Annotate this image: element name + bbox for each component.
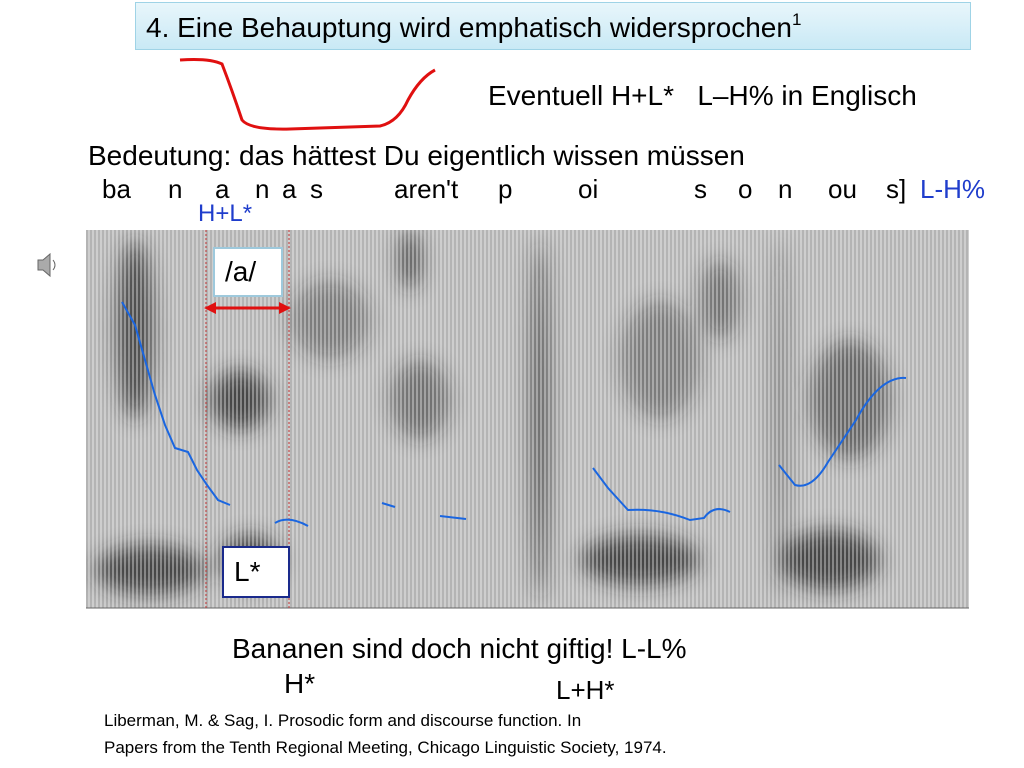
contour-sketch (179, 58, 436, 131)
sentence-accent: H* (284, 668, 316, 699)
segment: ou (828, 174, 857, 204)
segment: a (215, 174, 230, 204)
segment: n (778, 174, 793, 204)
boundary-tone: L-H% (920, 174, 986, 204)
speaker-icon (37, 252, 56, 278)
title-box (135, 2, 971, 50)
segment: ba (102, 174, 131, 204)
segment: n (255, 174, 270, 204)
footnote-mark: 1 (791, 10, 802, 29)
segment: n (168, 174, 183, 204)
low-tone-label: L* (222, 546, 290, 598)
segment: o (738, 174, 753, 204)
segment: oi (578, 174, 599, 204)
segment: p (498, 174, 513, 204)
example-sentence: Bananen sind doch nicht giftig! L-L% (232, 633, 687, 664)
segment: s (310, 174, 323, 204)
reference-line: Papers from the Tenth Regional Meeting, … (104, 738, 667, 757)
sentence-accent: L+H* (556, 675, 615, 705)
duration-arrow (204, 302, 291, 314)
reference-line: Liberman, M. & Sag, I. Prosodic form and… (104, 711, 582, 730)
meaning: Bedeutung: das hättest Du eigentlich wis… (88, 140, 745, 171)
segment: s (694, 174, 707, 204)
title: 4. Eine Behauptung wird emphatisch wider… (146, 10, 801, 44)
accent-label: H+L* (198, 200, 253, 227)
pitch-contour (121, 301, 907, 527)
segment: aren't (394, 174, 459, 204)
note: Eventuell H+L* L–H% in Englisch (488, 80, 917, 111)
vowel-label: /a/ (213, 247, 283, 297)
segment: a (282, 174, 297, 204)
title-text: 4. Eine Behauptung wird emphatisch wider… (146, 12, 792, 43)
segment: s] (886, 174, 907, 204)
